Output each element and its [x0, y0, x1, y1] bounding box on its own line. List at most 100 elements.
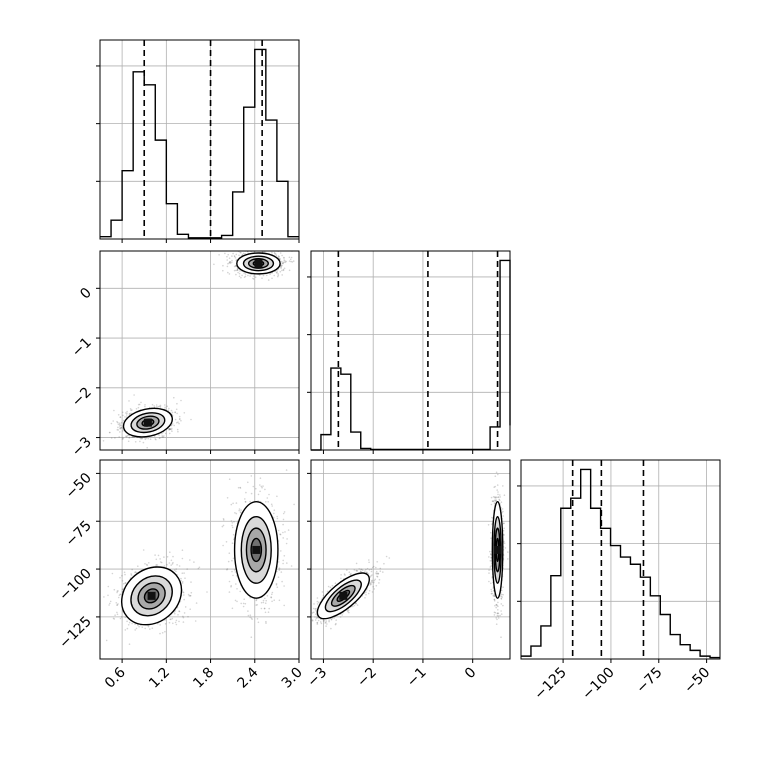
sample-point — [333, 617, 336, 619]
sample-point — [229, 261, 231, 264]
sample-point — [168, 562, 171, 564]
sample-point — [159, 624, 161, 626]
sample-point — [368, 559, 370, 561]
sample-point — [263, 607, 266, 610]
sample-point — [117, 423, 120, 426]
sample-point — [315, 607, 317, 610]
sample-point — [367, 592, 370, 595]
sample-point — [276, 586, 279, 588]
sample-point — [234, 512, 236, 514]
sample-point — [252, 275, 255, 277]
sample-point — [119, 422, 121, 425]
sample-point — [130, 409, 132, 412]
sample-point — [277, 256, 280, 259]
sample-point — [286, 562, 288, 564]
sample-point — [365, 593, 367, 596]
sample-point — [355, 602, 357, 605]
sample-point — [280, 571, 283, 573]
sample-point — [247, 610, 249, 612]
sample-point — [174, 610, 177, 612]
sample-point — [171, 563, 174, 565]
sample-point — [281, 254, 283, 257]
sample-point — [256, 604, 259, 606]
sample-point — [343, 573, 346, 575]
sample-point — [118, 594, 121, 597]
sample-point — [228, 262, 230, 264]
joint-panel-1-2 — [299, 459, 511, 660]
sample-point — [249, 614, 252, 616]
sample-point — [304, 608, 306, 610]
sample-point — [258, 249, 260, 251]
sample-point — [275, 582, 278, 585]
sample-point — [116, 429, 119, 431]
sample-point — [299, 621, 301, 623]
sample-point — [120, 616, 123, 618]
sample-point — [244, 501, 247, 503]
sample-point — [222, 269, 224, 272]
sample-point — [234, 599, 237, 602]
sample-point — [265, 599, 268, 602]
sample-point — [116, 591, 118, 594]
sample-point — [189, 595, 191, 597]
sample-point — [119, 431, 121, 433]
sample-point — [277, 274, 280, 277]
sample-point — [251, 248, 253, 250]
sample-point — [346, 609, 349, 612]
sample-point — [262, 485, 264, 487]
sample-point — [228, 478, 231, 481]
sample-point — [130, 574, 133, 576]
sample-point — [160, 561, 163, 564]
sample-point — [244, 275, 247, 278]
sample-point — [126, 412, 128, 415]
sample-point — [134, 441, 137, 443]
sample-point — [181, 572, 184, 574]
histogram-step — [100, 48, 299, 239]
sample-point — [321, 591, 324, 593]
sample-point — [282, 523, 284, 526]
sample-point — [159, 437, 161, 439]
sample-point — [144, 405, 146, 408]
sample-point — [157, 554, 160, 557]
sample-point — [231, 526, 234, 529]
sample-point — [282, 559, 285, 562]
sample-point — [496, 604, 498, 607]
sample-point — [494, 475, 497, 478]
sample-point — [281, 269, 283, 272]
sample-point — [235, 269, 237, 272]
sample-point — [222, 518, 225, 520]
sample-point — [228, 552, 231, 554]
sample-point — [122, 437, 125, 440]
sample-point — [316, 597, 319, 599]
sample-point — [231, 570, 233, 573]
sample-point — [175, 568, 177, 570]
sample-point — [255, 604, 257, 606]
sample-point — [233, 255, 236, 258]
sample-point — [314, 619, 317, 621]
sample-point — [356, 569, 359, 572]
axes-frame — [99, 459, 300, 660]
sample-point — [372, 586, 375, 588]
sample-point — [236, 600, 238, 603]
sample-point — [241, 274, 243, 277]
sample-point — [286, 538, 288, 540]
sample-point — [360, 568, 362, 571]
sample-point — [161, 632, 164, 634]
sample-point — [127, 440, 130, 443]
sample-point — [279, 252, 282, 254]
sample-point — [124, 629, 127, 631]
sample-point — [370, 575, 372, 577]
sample-point — [269, 273, 271, 276]
sample-point — [226, 497, 229, 499]
sample-point — [283, 257, 285, 259]
sample-point — [284, 260, 286, 262]
sample-point — [133, 394, 135, 396]
sample-point — [328, 619, 330, 621]
sample-point — [268, 493, 270, 496]
sample-point — [325, 621, 327, 624]
sample-point — [231, 255, 233, 257]
sample-point — [290, 260, 292, 263]
sample-point — [155, 406, 158, 408]
sample-point — [178, 565, 181, 567]
sample-point — [271, 248, 273, 250]
sample-point — [275, 272, 278, 274]
